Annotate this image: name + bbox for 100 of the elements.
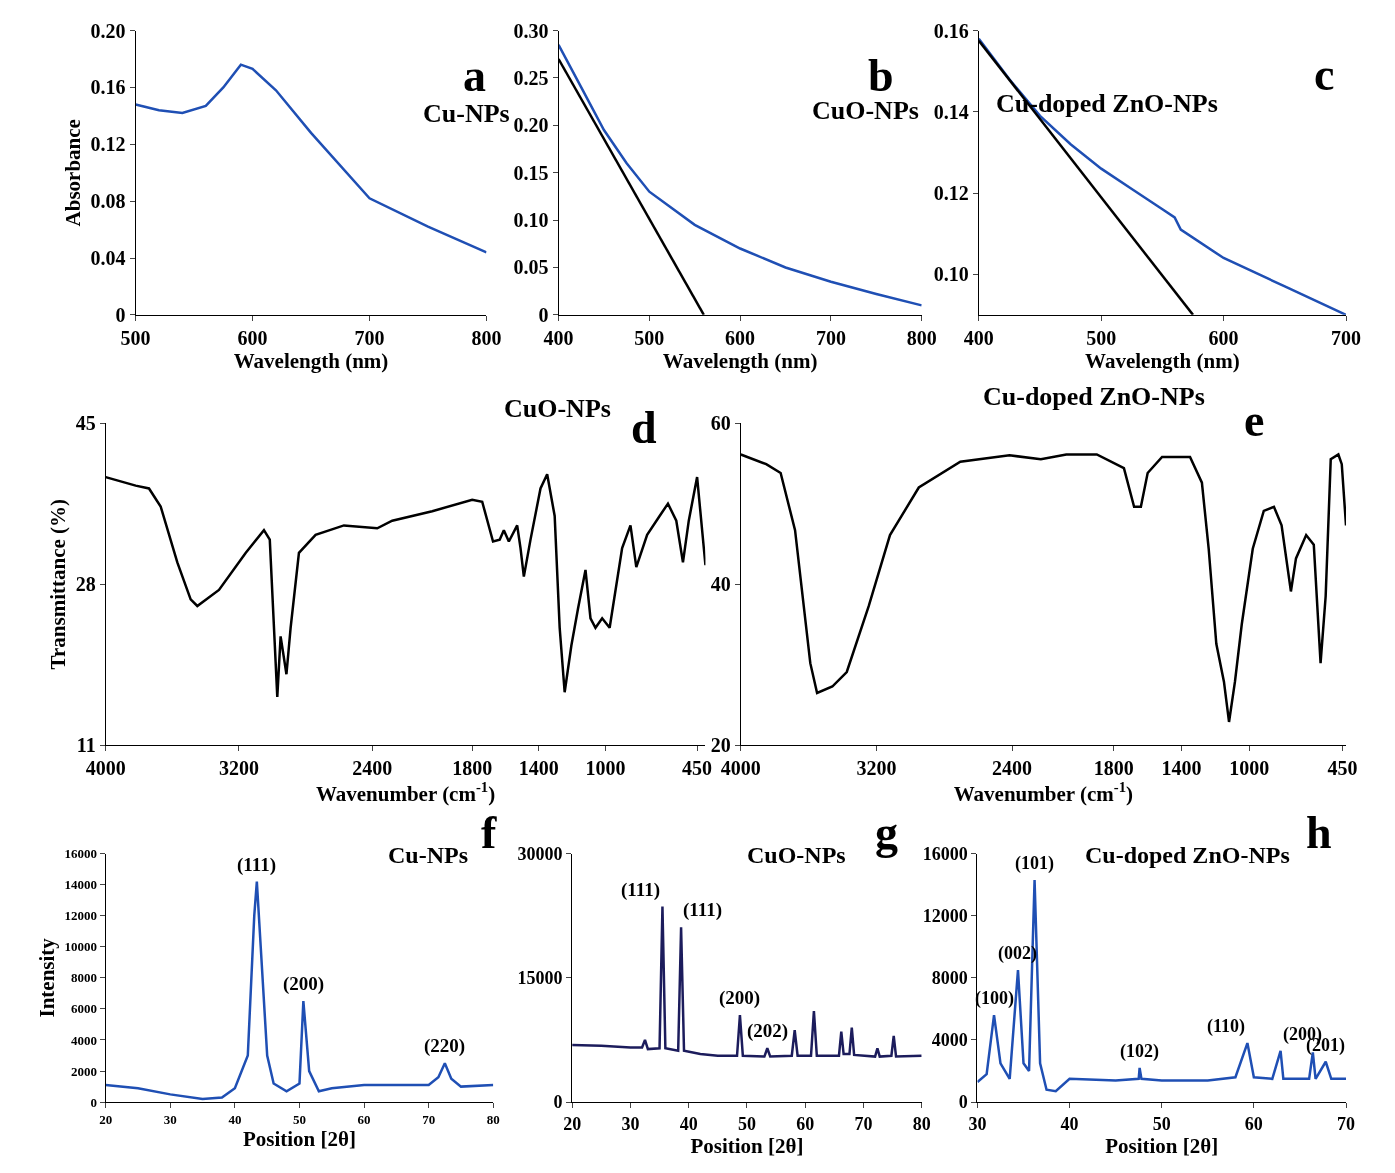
y-tick-label: 0.05 xyxy=(513,256,549,279)
y-tick-label: 0.15 xyxy=(513,161,549,184)
y-tick-label: 0.30 xyxy=(513,19,549,42)
annotation: g xyxy=(875,807,898,858)
x-tick-label: 30 xyxy=(621,1113,640,1134)
x-tick-label: 2400 xyxy=(992,757,1033,780)
x-tick-label: 50 xyxy=(1152,1113,1171,1134)
annotation: d xyxy=(631,402,657,453)
x-axis-title: Wavelength (nm) xyxy=(233,348,389,373)
y-tick-label: 0.25 xyxy=(513,66,549,89)
y-tick-label: 45 xyxy=(75,412,96,435)
y-tick-label: 12000 xyxy=(64,908,98,924)
annotation: f xyxy=(481,807,497,858)
x-tick-label: 600 xyxy=(237,326,268,349)
x-tick-label: 500 xyxy=(634,326,665,349)
x-tick-label: 30 xyxy=(968,1113,987,1134)
x-tick-label: 2400 xyxy=(352,757,393,780)
y-tick-label: 0.20 xyxy=(90,19,126,42)
x-tick-label: 70 xyxy=(422,1111,436,1127)
x-tick-label: 50 xyxy=(292,1111,306,1127)
y-tick-label: 10000 xyxy=(64,939,98,955)
x-tick-label: 450 xyxy=(1327,757,1358,780)
y-axis-title: Intensity xyxy=(34,937,59,1018)
y-axis-title: Absorbance xyxy=(60,119,85,227)
x-tick-label: 1000 xyxy=(585,757,626,780)
y-tick-label: 0 xyxy=(553,1092,563,1113)
x-tick-label: 60 xyxy=(1244,1113,1263,1134)
x-axis-title: Wavelength (nm) xyxy=(662,348,818,373)
y-tick-label: 11 xyxy=(76,734,96,757)
x-tick-label: 700 xyxy=(1331,326,1361,349)
y-tick-label: 4000 xyxy=(71,1032,98,1048)
annotation: (111) xyxy=(683,899,723,921)
y-tick-label: 0.04 xyxy=(90,247,126,270)
y-tick-label: 2000 xyxy=(71,1063,98,1079)
x-tick-label: 20 xyxy=(563,1113,582,1134)
x-axis-title: Wavenumber (cm$^{-1}$) xyxy=(315,779,496,807)
y-tick-label: 0.10 xyxy=(933,263,969,286)
x-tick-label: 600 xyxy=(725,326,756,349)
x-tick-label: 1000 xyxy=(1229,757,1270,780)
x-tick-label: 700 xyxy=(354,326,385,349)
y-tick-label: 60 xyxy=(710,412,731,435)
x-tick-label: 40 xyxy=(679,1113,698,1134)
x-tick-label: 3200 xyxy=(856,757,897,780)
x-tick-label: 400 xyxy=(963,326,994,349)
y-tick-label: 30000 xyxy=(517,843,563,864)
y-tick-label: 0.16 xyxy=(933,19,969,42)
x-tick-label: 30 xyxy=(163,1111,177,1127)
y-axis-title: Transmittance (%) xyxy=(45,498,70,670)
y-tick-label: 6000 xyxy=(71,1001,98,1017)
line-series xyxy=(977,878,1346,1093)
annotation: (111) xyxy=(621,879,661,901)
x-axis-title: Position [2θ] xyxy=(242,1126,356,1151)
y-tick-label: 20 xyxy=(710,734,731,757)
annotation: (102) xyxy=(1120,1041,1159,1062)
y-tick-label: 0.14 xyxy=(933,100,969,123)
annotation: (101) xyxy=(1015,853,1054,874)
x-tick-label: 800 xyxy=(471,326,502,349)
x-tick-label: 70 xyxy=(854,1113,873,1134)
y-tick-label: 0.12 xyxy=(90,133,126,156)
x-tick-label: 80 xyxy=(486,1111,500,1127)
x-axis-title: Wavenumber (cm$^{-1}$) xyxy=(953,779,1134,807)
x-tick-label: 1800 xyxy=(452,757,493,780)
y-tick-label: 40 xyxy=(710,573,731,596)
y-tick-label: 0 xyxy=(115,303,126,326)
annotation: e xyxy=(1244,395,1265,446)
y-tick-label: 15000 xyxy=(517,968,563,989)
line-series xyxy=(572,905,922,1058)
x-tick-label: 500 xyxy=(1086,326,1117,349)
x-tick-label: 600 xyxy=(1208,326,1239,349)
x-tick-label: 1400 xyxy=(1161,757,1202,780)
x-tick-label: 60 xyxy=(796,1113,815,1134)
annotation: a xyxy=(463,50,486,101)
y-tick-label: 0.12 xyxy=(933,182,969,205)
y-tick-label: 12000 xyxy=(922,905,968,926)
chart-title: CuO-NPs xyxy=(747,842,846,868)
annotation: h xyxy=(1306,807,1332,858)
x-tick-label: 450 xyxy=(682,757,713,780)
x-tick-label: 3200 xyxy=(218,757,259,780)
text: Cu-NPs xyxy=(423,99,510,128)
y-tick-label: 0 xyxy=(90,1094,98,1110)
chart-title: Cu-NPs xyxy=(388,842,469,868)
x-axis-title: Position [2θ] xyxy=(1105,1133,1219,1158)
chart-title: Cu-doped ZnO-NPs xyxy=(1085,842,1290,868)
x-tick-label: 400 xyxy=(543,326,574,349)
y-tick-label: 28 xyxy=(75,573,96,596)
annotation: (202) xyxy=(747,1020,789,1042)
x-tick-label: 50 xyxy=(737,1113,756,1134)
x-tick-label: 60 xyxy=(357,1111,371,1127)
y-tick-label: 0.08 xyxy=(90,190,126,213)
annotation: (110) xyxy=(1207,1016,1245,1037)
y-tick-label: 4000 xyxy=(931,1030,968,1051)
x-tick-label: 800 xyxy=(906,326,937,349)
x-tick-label: 40 xyxy=(1060,1113,1079,1134)
x-tick-label: 700 xyxy=(815,326,846,349)
y-tick-label: 0 xyxy=(538,303,549,326)
x-axis-title: Wavelength (nm) xyxy=(1085,348,1240,373)
y-tick-label: 0.20 xyxy=(513,114,549,137)
y-tick-label: 16000 xyxy=(922,843,968,864)
annotation: (200) xyxy=(283,973,325,995)
chart-title: CuO-NPs xyxy=(504,394,611,423)
